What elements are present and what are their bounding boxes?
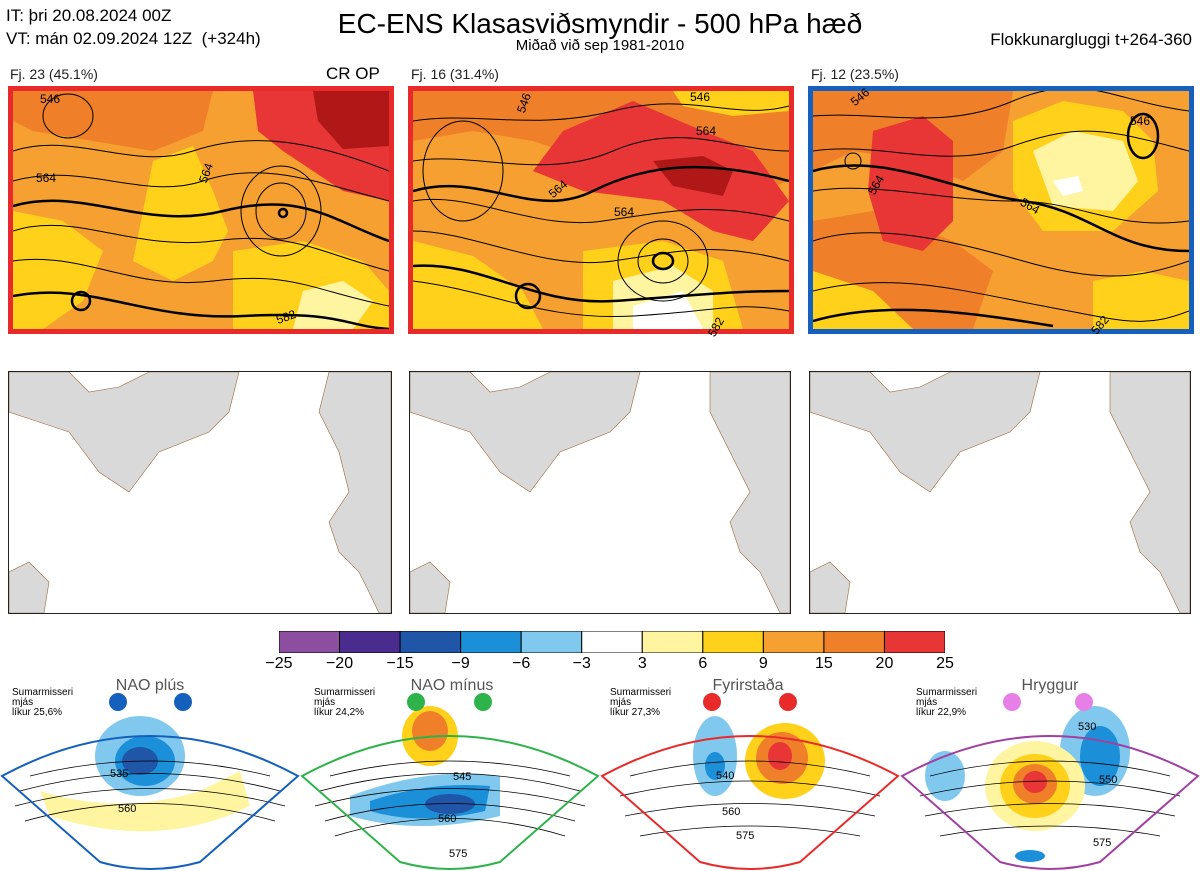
regime-ridge-map bbox=[900, 706, 1200, 870]
page-title: EC-ENS Klasasviðsmyndir - 500 hPa hæð bbox=[337, 8, 863, 39]
blocking-marker-2 bbox=[779, 693, 797, 711]
regime-2-season: Sumarmisseri bbox=[314, 687, 376, 698]
cluster-3-anomaly-field bbox=[813, 91, 1189, 329]
regime-1-stat: mjás bbox=[12, 697, 34, 708]
ridge-marker-1 bbox=[1003, 693, 1021, 711]
regime-3-title: Fyrirstaða bbox=[712, 677, 784, 694]
regime-3-season: Sumarmisseri bbox=[610, 687, 672, 698]
regime-3-info: Sumarmisseri mjás líkur 27,3% bbox=[610, 688, 671, 718]
colorbar-segment bbox=[399, 631, 462, 653]
regime-3-stat: mjás bbox=[610, 697, 632, 708]
regime-2-title: NAO mínus bbox=[410, 677, 494, 694]
regime-blocking-map bbox=[600, 716, 900, 870]
regime-1-prob: líkur 25,6% bbox=[12, 707, 63, 718]
cluster-1-anomaly-field bbox=[13, 91, 389, 329]
map-outline bbox=[410, 372, 790, 613]
regime-2-stat: mjás bbox=[314, 697, 336, 708]
blocking-marker-1 bbox=[703, 693, 721, 711]
ridge-marker-2 bbox=[1075, 693, 1093, 711]
regime-3-contour-label-1: 540 bbox=[716, 770, 735, 782]
regime-4-info: Sumarmisseri mjás líkur 22,9% bbox=[916, 688, 977, 718]
regime-2-prob: líkur 24,2% bbox=[314, 707, 365, 718]
regime-4-prob: líkur 22,9% bbox=[916, 707, 967, 718]
classification-window: Flokkunargluggi t+264-360 bbox=[990, 30, 1192, 49]
cluster-2-anomaly-field bbox=[413, 91, 789, 329]
cluster-1-lower-map bbox=[8, 371, 392, 614]
regime-panels bbox=[0, 693, 1200, 871]
colorbar-tick-label: 15 bbox=[815, 655, 833, 672]
cluster-2-map bbox=[408, 86, 794, 334]
colorbar-tick-label: −6 bbox=[512, 655, 531, 672]
regime-2-info: Sumarmisseri mjás líkur 24,2% bbox=[314, 688, 375, 718]
colorbar-tick-label: 6 bbox=[698, 655, 708, 672]
valid-time: VT: mán 02.09.2024 12Z (+324h) bbox=[6, 29, 261, 48]
cluster-3-contour-label-2: 546 bbox=[1130, 114, 1151, 128]
colorbar-tick-label: 3 bbox=[637, 655, 647, 672]
cluster-2-contour-label-3: 546 bbox=[690, 90, 711, 104]
regime-1-title: NAO plús bbox=[115, 677, 185, 694]
regime-1-info: Sumarmisseri mjás líkur 25,6% bbox=[12, 688, 73, 718]
regime-4-stat: mjás bbox=[916, 697, 938, 708]
regime-2-contour-label-2: 560 bbox=[438, 813, 457, 825]
nao-minus-marker-1 bbox=[407, 693, 425, 711]
cluster-2-contour-label-4: 564 bbox=[696, 124, 717, 138]
regime-4-season: Sumarmisseri bbox=[916, 687, 978, 698]
colorbar-segment bbox=[339, 631, 401, 653]
colorbar-tick-label: 9 bbox=[758, 655, 768, 672]
regime-nao-plus-map bbox=[0, 716, 300, 871]
colorbar-tick-label: −20 bbox=[325, 655, 354, 672]
colorbar-segment bbox=[641, 631, 704, 653]
cluster-2-lower-map bbox=[409, 371, 791, 614]
colorbar bbox=[279, 631, 945, 653]
cluster-3-label: Fj. 12 (23.5%) bbox=[811, 66, 899, 82]
colorbar-segment bbox=[279, 631, 341, 653]
regime-3-prob: líkur 27,3% bbox=[610, 707, 661, 718]
cluster-1-contour-label-2: 564 bbox=[36, 171, 57, 185]
nao-plus-marker-2 bbox=[174, 693, 192, 711]
regime-4-contour-label-2: 550 bbox=[1099, 774, 1118, 786]
init-time: IT: þri 20.08.2024 00Z bbox=[6, 6, 172, 25]
colorbar-tick-label: 25 bbox=[936, 655, 954, 672]
colorbar-segment bbox=[702, 631, 764, 653]
regime-nao-minus-map bbox=[300, 706, 600, 870]
regime-4-contour-label-3: 575 bbox=[1093, 837, 1112, 849]
colorbar-tick-label: −15 bbox=[386, 655, 414, 672]
regime-3-contour-label-2: 560 bbox=[722, 806, 741, 818]
cluster-1-map bbox=[8, 86, 394, 334]
cluster-1-label: Fj. 23 (45.1%) bbox=[10, 66, 98, 82]
regime-1-contour-label-1: 535 bbox=[110, 768, 129, 780]
nao-minus-marker-2 bbox=[474, 693, 492, 711]
regime-2-contour-label-3: 575 bbox=[449, 848, 468, 860]
regime-2-contour-label-1: 545 bbox=[453, 771, 472, 783]
cluster-2-contour-label-5: 564 bbox=[614, 205, 635, 219]
colorbar-segment bbox=[520, 631, 583, 653]
map-outline bbox=[810, 372, 1190, 613]
header-run-info: IT: þri 20.08.2024 00Z VT: mán 02.09.2024… bbox=[6, 4, 261, 50]
regime-4-contour-label-1: 530 bbox=[1078, 721, 1097, 733]
colorbar-segment bbox=[883, 631, 945, 653]
page-subtitle: Miðað við sep 1981-2010 bbox=[515, 37, 685, 54]
colorbar-tick-label: −9 bbox=[451, 655, 470, 672]
cluster-1-contour-label-1: 546 bbox=[40, 92, 61, 106]
colorbar-segment bbox=[581, 631, 643, 653]
cluster-1-tag: CR OP bbox=[326, 64, 380, 83]
regime-3-contour-label-3: 575 bbox=[736, 830, 755, 842]
regime-4-title: Hryggur bbox=[1021, 677, 1079, 694]
colorbar-tick-label: −25 bbox=[265, 655, 293, 672]
cluster-2-label: Fj. 16 (31.4%) bbox=[411, 66, 499, 82]
colorbar-segment bbox=[762, 631, 825, 653]
nao-plus-marker-1 bbox=[109, 693, 127, 711]
colorbar-segment bbox=[823, 631, 885, 653]
cluster-3-map bbox=[808, 86, 1194, 334]
map-outline bbox=[9, 372, 391, 613]
regime-1-contour-label-2: 560 bbox=[118, 803, 137, 815]
cluster-3-lower-map bbox=[809, 371, 1191, 614]
regime-1-season: Sumarmisseri bbox=[12, 687, 74, 698]
colorbar-segment bbox=[460, 631, 522, 653]
colorbar-tick-label: 20 bbox=[875, 655, 894, 672]
colorbar-tick-label: −3 bbox=[572, 655, 591, 672]
